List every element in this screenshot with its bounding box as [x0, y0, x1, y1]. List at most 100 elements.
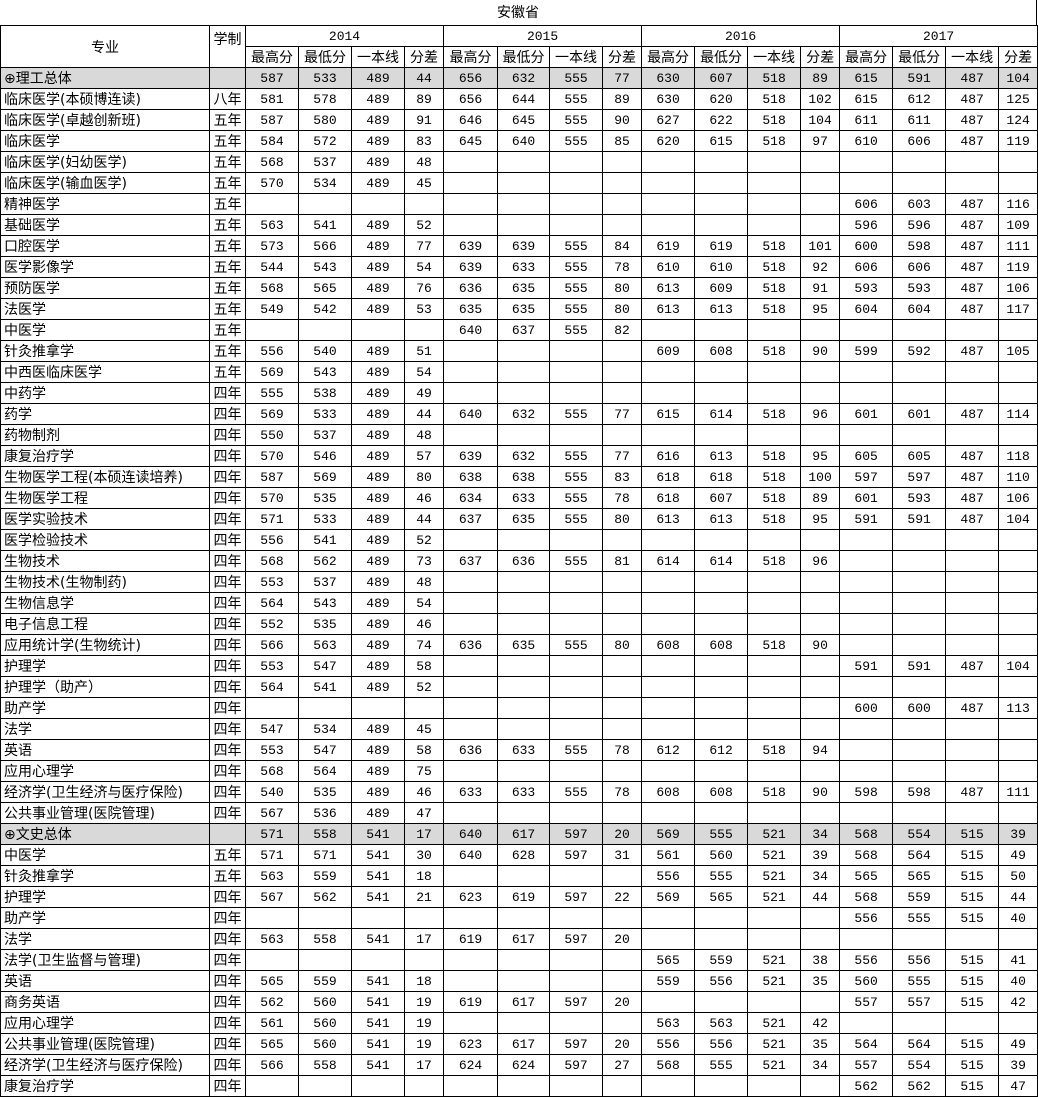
tier1-line-cell: 541 [351, 970, 405, 992]
major-cell: 针灸推拿学 [0, 865, 210, 887]
min-score-cell: 617 [497, 1033, 551, 1055]
max-score-cell [839, 382, 894, 404]
min-score-cell: 556 [892, 949, 947, 971]
max-score-cell: 568 [839, 844, 894, 866]
tier1-line-cell: 487 [945, 235, 1000, 257]
max-score-cell: 570 [245, 445, 299, 467]
max-score-cell: 564 [839, 1033, 894, 1055]
score-diff-cell: 42 [800, 1012, 841, 1034]
max-score-cell [641, 361, 696, 383]
min-score-cell: 593 [892, 277, 947, 299]
max-score-cell: 613 [641, 277, 696, 299]
max-score-cell: 620 [641, 130, 696, 152]
score-diff-cell: 95 [800, 298, 841, 320]
duration-cell: 八年 [209, 88, 246, 110]
major-cell: 助产学 [0, 697, 210, 719]
duration-cell: 四年 [209, 970, 246, 992]
score-diff-cell [998, 172, 1038, 194]
score-diff-cell: 78 [602, 781, 643, 803]
min-score-cell: 635 [497, 298, 551, 320]
min-score-cell: 609 [694, 277, 749, 299]
tier1-line-cell [351, 193, 405, 215]
score-diff-cell: 49 [403, 382, 445, 404]
score-diff-cell [800, 697, 841, 719]
max-score-cell [839, 529, 894, 551]
major-cell[interactable]: ⊕理工总体 [0, 67, 210, 89]
max-score-cell [839, 424, 894, 446]
score-diff-cell: 74 [403, 634, 445, 656]
score-diff-cell: 47 [998, 1075, 1038, 1097]
table-row: 中西医临床医学 五年 569 543 489 54 [0, 361, 1038, 383]
score-diff-cell: 34 [800, 823, 841, 845]
min-score-cell [497, 676, 551, 698]
min-score-cell [497, 172, 551, 194]
score-diff-cell [403, 949, 445, 971]
min-score-cell [694, 592, 749, 614]
score-diff-cell: 52 [403, 529, 445, 551]
major-cell: 口腔医学 [0, 235, 210, 257]
min-score-cell: 601 [892, 403, 947, 425]
score-diff-cell [998, 151, 1038, 173]
min-score-cell: 541 [298, 529, 352, 551]
max-score-cell: 640 [443, 823, 499, 845]
score-diff-cell: 40 [998, 970, 1038, 992]
tier1-line-cell: 518 [747, 550, 802, 572]
duration-cell: 四年 [209, 676, 246, 698]
score-diff-cell: 77 [602, 403, 643, 425]
major-cell[interactable]: ⊕文史总体 [0, 823, 210, 845]
max-score-cell: 566 [245, 634, 299, 656]
table-row: 助产学 四年 600 600 487 113 [0, 697, 1038, 719]
table-row: 康复治疗学 四年 562 562 515 47 [0, 1075, 1038, 1097]
min-score-cell: 613 [694, 298, 749, 320]
tier1-line-cell: 555 [549, 739, 604, 761]
max-score-cell [839, 613, 894, 635]
max-score-cell: 556 [839, 907, 894, 929]
score-diff-cell: 76 [403, 277, 445, 299]
min-score-cell [892, 802, 947, 824]
score-diff-cell [800, 571, 841, 593]
tier1-line-cell [747, 907, 802, 929]
score-diff-cell: 77 [602, 445, 643, 467]
summary-row: ⊕文史总体 571 558 541 17 640 617 597 20 569 555 521 34 56… [0, 823, 1038, 845]
score-diff-cell [403, 319, 445, 341]
min-score-cell: 633 [497, 256, 551, 278]
max-score-cell: 627 [641, 109, 696, 131]
duration-cell: 四年 [209, 907, 246, 929]
tier1-line-cell: 518 [747, 235, 802, 257]
score-diff-cell: 58 [403, 655, 445, 677]
max-score-cell: 573 [245, 235, 299, 257]
tier1-line-cell: 521 [747, 1033, 802, 1055]
min-score-cell [694, 928, 749, 950]
max-score-cell: 565 [245, 1033, 299, 1055]
max-score-cell [443, 760, 499, 782]
min-score-cell: 558 [298, 823, 352, 845]
max-score-cell [641, 718, 696, 740]
score-diff-cell: 54 [403, 592, 445, 614]
tier1-line-cell: 489 [351, 67, 405, 89]
tier1-line-cell: 489 [351, 109, 405, 131]
score-diff-cell [602, 949, 643, 971]
duration-cell: 五年 [209, 151, 246, 173]
score-diff-cell [800, 172, 841, 194]
tier1-line-cell: 489 [351, 214, 405, 236]
score-diff-cell: 109 [998, 214, 1038, 236]
tier1-line-cell: 515 [945, 949, 1000, 971]
score-diff-cell [403, 1075, 445, 1097]
max-score-cell: 540 [245, 781, 299, 803]
min-score-cell [892, 592, 947, 614]
score-diff-cell: 104 [998, 67, 1038, 89]
tier1-line-cell: 518 [747, 67, 802, 89]
min-score-cell: 608 [694, 634, 749, 656]
max-score-cell: 608 [641, 634, 696, 656]
tier1-line-cell: 515 [945, 886, 1000, 908]
tier1-line-cell: 555 [549, 235, 604, 257]
min-score-cell: 619 [694, 235, 749, 257]
min-score-cell: 605 [892, 445, 947, 467]
tier1-line-cell: 521 [747, 823, 802, 845]
score-diff-cell: 49 [998, 844, 1038, 866]
major-cell: 经济学(卫生经济与医疗保险) [0, 781, 210, 803]
max-score-cell: 553 [245, 739, 299, 761]
max-score-cell: 640 [443, 403, 499, 425]
header-year-2015: 2015 [443, 25, 643, 47]
max-score-cell [641, 319, 696, 341]
